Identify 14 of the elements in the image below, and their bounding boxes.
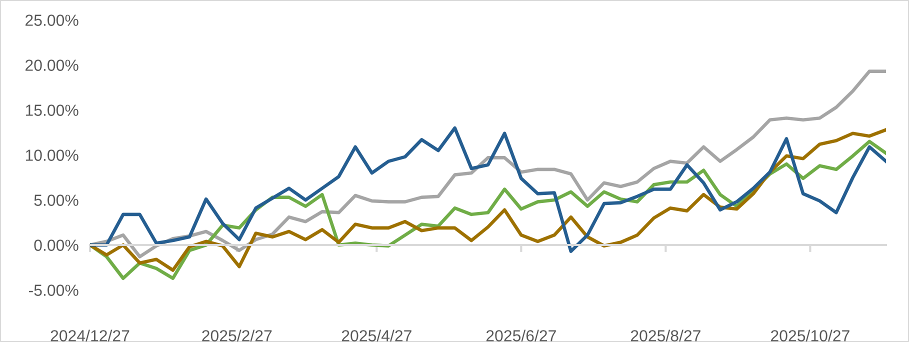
x-tick-label: 2025/10/27 — [771, 330, 850, 342]
line-series — [90, 70, 886, 258]
y-tick-label: -5.00% — [28, 284, 78, 296]
x-tick-label: 2025/2/27 — [202, 330, 272, 342]
y-tick-label: 25.00% — [26, 14, 78, 26]
y-tick-label: 20.00% — [26, 60, 78, 71]
y-tick-label: 0.00% — [34, 240, 78, 251]
x-tick-label: 2025/8/27 — [630, 330, 700, 342]
x-tick-label: 2024/12/27 — [50, 330, 130, 342]
y-tick-label: 15.00% — [26, 104, 78, 116]
x-tick-label: 2025/4/27 — [342, 330, 412, 342]
x-tick-label: 2025/6/27 — [486, 330, 556, 342]
y-tick-label: 10.00% — [26, 150, 78, 161]
y-tick-label: 5.00% — [34, 194, 78, 206]
